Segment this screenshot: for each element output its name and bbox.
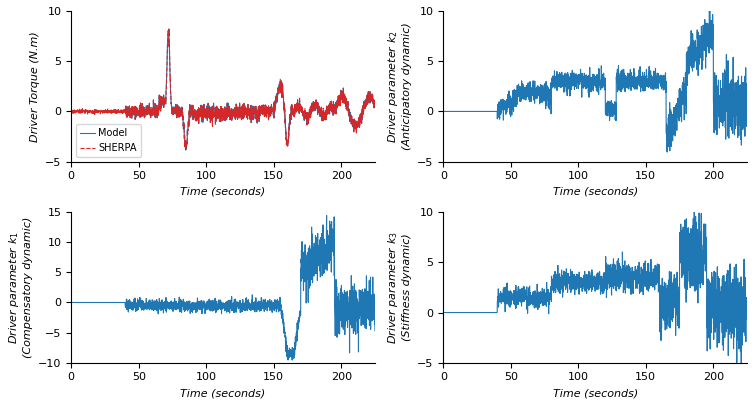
X-axis label: Time (seconds): Time (seconds): [553, 187, 638, 197]
Y-axis label: Driver parameter k$_2$
(Anticipatory dynamic): Driver parameter k$_2$ (Anticipatory dyn…: [386, 22, 412, 150]
Model: [240, 113, 249, 118]
Model: [370, 102, 379, 107]
SHERPA: [286, 115, 295, 119]
Model: [66, 109, 75, 114]
Model: [321, 110, 330, 115]
SHERPA: [321, 110, 330, 115]
Model: [164, 27, 173, 32]
X-axis label: Time (seconds): Time (seconds): [180, 388, 265, 398]
Model: [329, 104, 338, 109]
SHERPA: [328, 107, 337, 111]
SHERPA: [66, 110, 75, 115]
Model: [215, 110, 224, 115]
Model: [182, 147, 191, 152]
X-axis label: Time (seconds): Time (seconds): [553, 388, 638, 398]
Y-axis label: Driver parameter k$_3$
(Stiffness dynamic): Driver parameter k$_3$ (Stiffness dynami…: [386, 231, 412, 344]
Model: [328, 106, 337, 111]
X-axis label: Time (seconds): Time (seconds): [180, 187, 265, 197]
SHERPA: [240, 115, 249, 119]
Line: Model: Model: [71, 29, 375, 150]
Legend: Model, SHERPA: Model, SHERPA: [76, 124, 141, 157]
Model: [286, 114, 295, 119]
SHERPA: [181, 147, 190, 152]
SHERPA: [215, 110, 224, 115]
SHERPA: [370, 101, 379, 106]
Y-axis label: Driver parameter k$_1$
(Compensatory dynamic): Driver parameter k$_1$ (Compensatory dyn…: [7, 217, 32, 358]
Line: SHERPA: SHERPA: [71, 29, 375, 150]
SHERPA: [329, 104, 338, 109]
Y-axis label: Driver Torque (N.m): Driver Torque (N.m): [29, 31, 39, 142]
SHERPA: [164, 27, 173, 32]
